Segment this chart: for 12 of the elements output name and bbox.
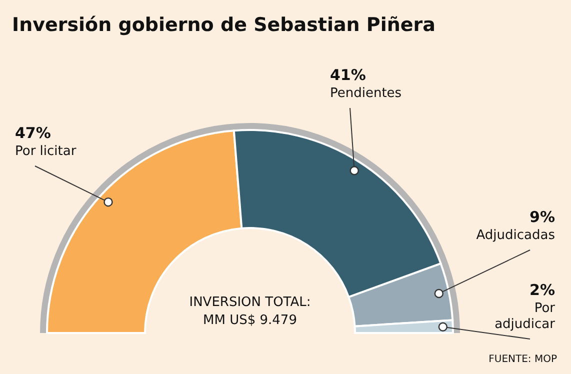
slice-label: Adjudicadas (476, 228, 556, 243)
slice-label: Por adjudicar (494, 301, 556, 332)
data-label: 41% (330, 66, 366, 84)
chart-title: Inversión gobierno de Sebastian Piñera (12, 14, 436, 36)
slice-label: Pendientes (330, 86, 402, 101)
text: MM US$ 9.479 (203, 313, 297, 328)
data-label: 47% (15, 124, 51, 142)
text: INVERSION TOTAL: (189, 295, 311, 310)
data-label: 9% (530, 208, 555, 226)
source-note: FUENTE: MOP (488, 354, 557, 365)
data-label: 2% (530, 281, 555, 299)
slice-label: Por licitar (15, 144, 77, 159)
